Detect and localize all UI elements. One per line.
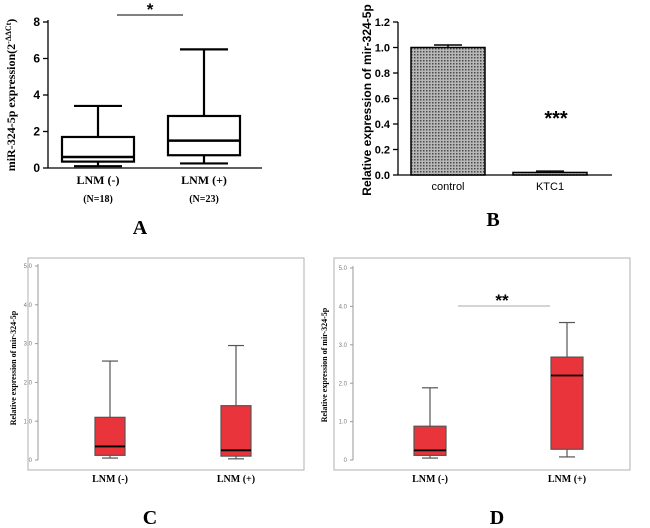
y-tick-label: 2.0 xyxy=(339,381,348,387)
box xyxy=(220,405,252,457)
y-axis-title: Relative expression of mir-324-5p xyxy=(320,307,329,422)
bar xyxy=(512,171,588,176)
y-tick-label: 0.8 xyxy=(375,68,390,80)
y-tick-label: 3.0 xyxy=(24,342,33,348)
box xyxy=(94,416,126,456)
y-tick-label: 5.0 xyxy=(339,266,348,272)
plot-frame xyxy=(27,257,305,471)
box xyxy=(166,114,242,157)
category-label: LNM (-) xyxy=(92,474,128,485)
y-tick-label: 0.2 xyxy=(375,145,390,157)
y-axis-title: Relative expression of mir-324-5p xyxy=(360,4,374,195)
y-tick-label: 0 xyxy=(344,458,348,464)
category-label: LNM (-) xyxy=(77,173,120,187)
y-tick-label: 0.0 xyxy=(375,170,390,182)
y-tick-label: 4 xyxy=(33,88,40,102)
significance-marker: ** xyxy=(495,291,509,310)
y-tick-label: 4.0 xyxy=(24,303,33,309)
category-label: LNM (+) xyxy=(548,474,586,485)
category-label: LNM (+) xyxy=(217,474,255,485)
y-tick-label: 1.0 xyxy=(24,419,33,425)
panel-b-chart: 0.0 0.2 0.4 0.6 0.8 1.0 1.2 control KTC1 *** Relat… xyxy=(360,4,612,196)
y-tick-label: 0 xyxy=(29,458,33,464)
plot-frame xyxy=(333,257,631,471)
panel-a-label: A xyxy=(133,217,148,239)
y-tick-label: 5.0 xyxy=(24,264,33,270)
y-tick-label: 1.2 xyxy=(375,17,390,29)
panel-c-label: C xyxy=(143,507,157,528)
y-tick-label: 3.0 xyxy=(339,343,348,349)
y-tick-label: 2 xyxy=(33,125,40,139)
panel-d-chart: 0 1.0 2.0 3.0 4.0 5.0 LNM (-) LNM (+) ** Relative… xyxy=(320,257,631,485)
y-tick-label: 0 xyxy=(33,161,40,175)
y-tick-label: 2.0 xyxy=(24,381,33,387)
y-tick-label: 8 xyxy=(33,15,40,29)
category-label: LNM (-) xyxy=(412,474,448,485)
y-axis-title: miR-324-5p expression(2-ΔΔCt) xyxy=(4,19,19,172)
y-axis-title: Relative expression of mir-324-5p xyxy=(9,310,18,425)
sample-size-label: (N=23) xyxy=(189,194,219,205)
sample-size-label: (N=18) xyxy=(83,194,113,205)
panel-d-label: D xyxy=(490,507,504,528)
category-label: KTC1 xyxy=(536,181,564,193)
bar xyxy=(410,46,486,176)
y-tick-label: 6 xyxy=(33,52,40,66)
category-label: control xyxy=(431,181,464,193)
category-label: LNM (+) xyxy=(181,173,227,187)
panel-a-chart: 0 2 4 6 8 LNM (-) (N=18) LNM (+) (N=23) * miR-324-… xyxy=(4,0,262,205)
y-tick-label: 0.6 xyxy=(375,94,390,106)
panel-c-chart: 0 1.0 2.0 3.0 4.0 5.0 LNM (-) LNM (+) Relative e… xyxy=(9,257,305,485)
y-tick-label: 0.4 xyxy=(375,119,391,131)
panel-b-label: B xyxy=(486,209,499,231)
y-tick-label: 1.0 xyxy=(339,420,348,426)
significance-marker: * xyxy=(147,0,154,19)
y-tick-label: 1.0 xyxy=(375,43,390,55)
significance-marker: *** xyxy=(544,108,568,130)
y-tick-label: 4.0 xyxy=(339,305,348,311)
box xyxy=(550,356,584,450)
